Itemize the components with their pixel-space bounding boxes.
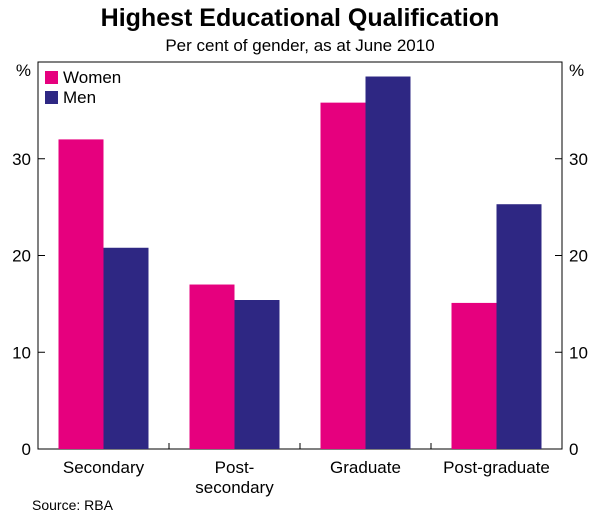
y-tick-label-right: 30 bbox=[569, 150, 588, 169]
y-tick-label-right: 10 bbox=[569, 343, 588, 362]
x-category-label: Post-graduate bbox=[443, 458, 550, 477]
legend-swatch-men bbox=[45, 91, 58, 104]
y-tick-label-right: 20 bbox=[569, 247, 588, 266]
legend-label-men: Men bbox=[63, 88, 96, 107]
y-unit-right: % bbox=[569, 61, 584, 80]
chart-title: Highest Educational Qualification bbox=[100, 4, 500, 32]
y-tick-label-left: 10 bbox=[12, 343, 31, 362]
x-category-label: Secondary bbox=[63, 458, 145, 477]
bar-women-3 bbox=[451, 302, 497, 449]
bar-men-3 bbox=[496, 204, 542, 449]
y-tick-label-left: 30 bbox=[12, 150, 31, 169]
x-category-label: Post- bbox=[215, 458, 255, 477]
bar-women-2 bbox=[320, 102, 366, 449]
x-category-label: Graduate bbox=[330, 458, 401, 477]
bar-women-0 bbox=[58, 139, 104, 449]
bar-men-1 bbox=[234, 300, 280, 449]
bar-men-0 bbox=[103, 247, 149, 449]
bar-women-1 bbox=[189, 284, 235, 449]
y-unit-left: % bbox=[16, 61, 31, 80]
chart-subtitle: Per cent of gender, as at June 2010 bbox=[165, 36, 435, 55]
legend-swatch-women bbox=[45, 71, 58, 84]
y-tick-label-right: 0 bbox=[569, 440, 578, 459]
y-tick-label-left: 20 bbox=[12, 247, 31, 266]
source-note: Source: RBA bbox=[32, 497, 113, 513]
legend-label-women: Women bbox=[63, 68, 121, 87]
x-category-label: secondary bbox=[195, 478, 274, 497]
bar-men-2 bbox=[365, 76, 411, 449]
y-tick-label-left: 0 bbox=[22, 440, 31, 459]
